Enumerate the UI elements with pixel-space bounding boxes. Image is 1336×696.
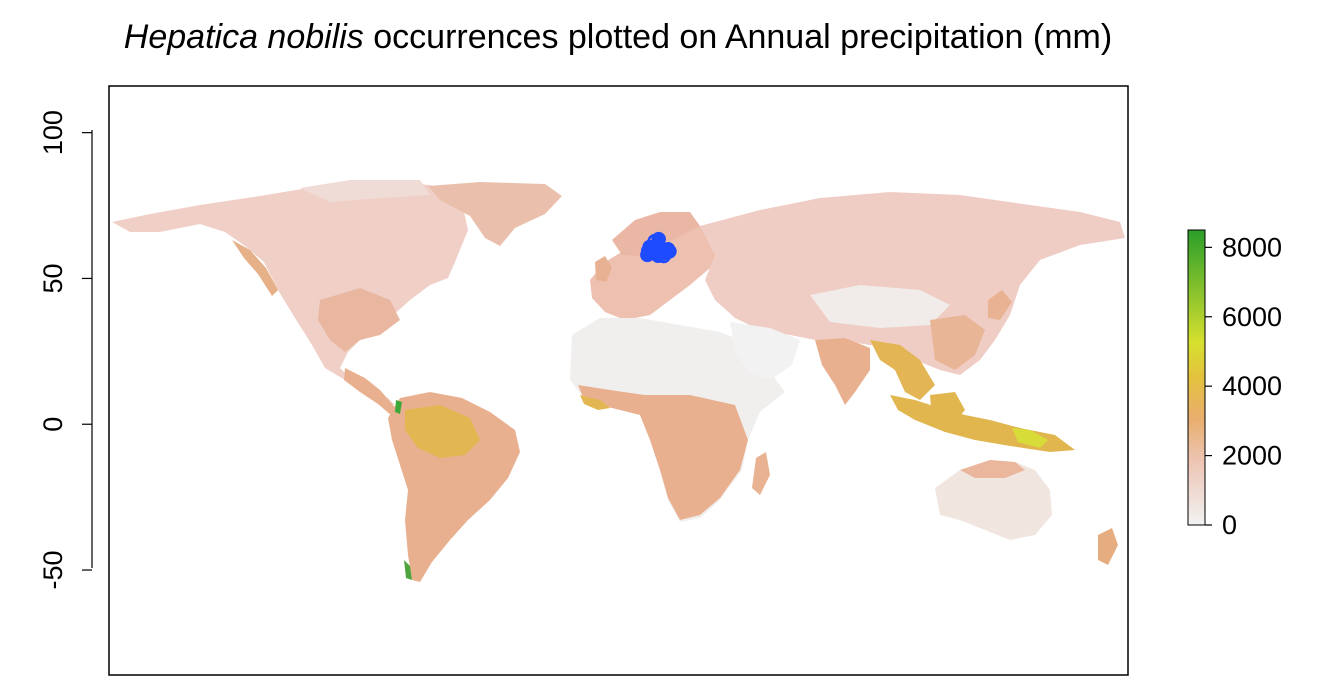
legend-ticks: 8000 6000 4000 2000 0 [1205,232,1282,540]
legend-tick-label: 8000 [1222,232,1282,262]
legend-tick-label: 4000 [1222,371,1282,401]
central-america [344,368,400,416]
legend-tick-label: 6000 [1222,302,1282,332]
y-tick-label: 100 [38,110,68,155]
occurrence-point [656,248,672,264]
y-tick-label: -50 [38,551,68,590]
title-rest: occurrences plotted on Annual precipitat… [363,18,1113,56]
middle-east [730,322,800,380]
legend: 8000 6000 4000 2000 0 [1187,229,1282,540]
new-zealand [1098,528,1118,565]
legend-colorbar [1187,229,1206,526]
legend-tick-label: 2000 [1222,441,1282,471]
new-guinea [1012,428,1048,448]
africa-tropics [578,385,748,520]
uk-ireland [595,256,612,282]
se-asia [870,340,935,400]
east-china [930,315,985,370]
central-asia-dry [810,285,950,328]
occurrence-point [640,247,655,263]
y-tick-label: 50 [38,263,68,293]
amazon-basin [405,405,480,458]
greenland [428,182,562,246]
arctic-islands [300,180,430,202]
australia-north [960,460,1025,478]
borneo [930,392,965,428]
japan [988,290,1012,320]
india [815,338,870,405]
west-africa-coast [580,395,610,410]
title-species: Hepatica nobilis [123,18,364,56]
y-axis: 100 50 0 -50 [38,110,93,590]
colombia-coast [395,400,402,414]
asia [700,192,1125,375]
north-america-west-coast [232,240,278,296]
australia [935,460,1052,540]
occurrence-points [640,231,677,264]
madagascar [752,452,770,495]
chile-south [404,560,412,580]
precipitation-raster [112,180,1125,582]
legend-tick-label: 0 [1222,510,1237,540]
y-tick-label: 0 [38,417,68,432]
map-title: Hepatica nobilis occurrences plotted on … [0,18,1236,57]
north-america-east [318,288,400,352]
europe [590,226,725,320]
occurrence-point [649,237,664,253]
north-america [112,181,468,405]
